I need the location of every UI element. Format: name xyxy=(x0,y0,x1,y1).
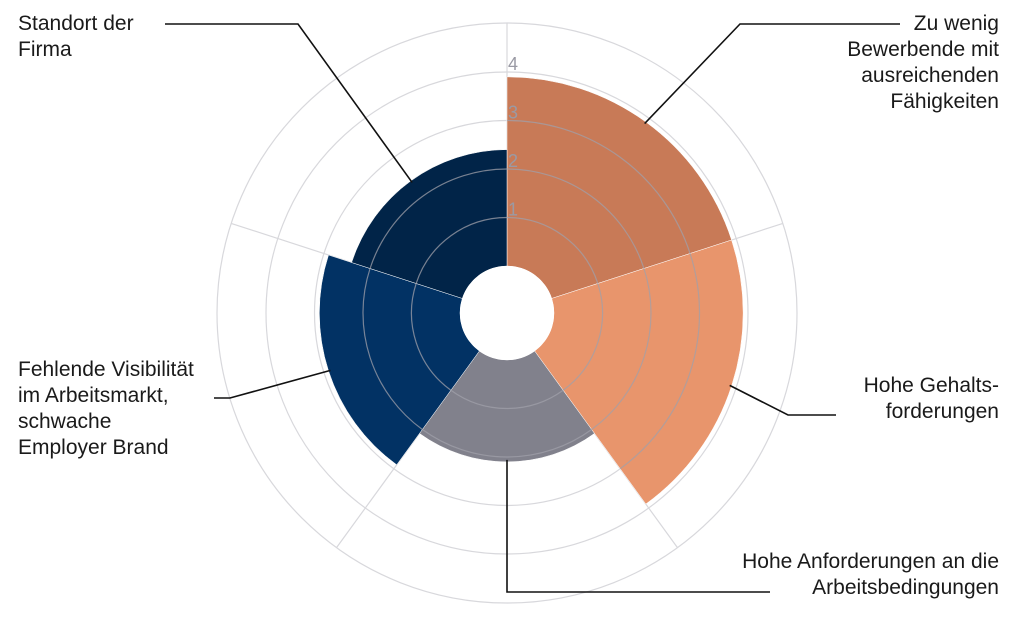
leader-line-4 xyxy=(214,369,331,399)
leader-line-1 xyxy=(644,23,900,125)
slice-grid-arc xyxy=(450,389,564,410)
category-label-zu-wenig-bewerbende: Zu wenig Bewerbende mit ausreichenden Fä… xyxy=(847,12,999,113)
tick-label-4: 4 xyxy=(508,54,518,74)
tick-label-3: 3 xyxy=(508,103,518,123)
leader-line-3 xyxy=(506,459,770,593)
slice-3 xyxy=(419,350,595,463)
slice-grid-arc xyxy=(591,268,652,430)
category-label-hohe-anforderungen: Hohe Anforderungen an die Arbeitsbedingu… xyxy=(742,550,999,599)
slice-grid-arc xyxy=(506,119,691,254)
category-label-fehlende-visibilitaet: Fehlende Visibilität im Arbeitsmarkt, sc… xyxy=(18,358,194,459)
slice-grid-arc xyxy=(506,168,645,269)
category-label-hohe-gehaltsforderungen: Hohe Gehalts- forderungen xyxy=(863,374,999,423)
slice-grid-arc xyxy=(506,216,599,284)
center-hole xyxy=(460,266,554,360)
slice-grid-arc xyxy=(369,168,508,269)
slice-layer xyxy=(319,76,744,505)
slice-grid-arc xyxy=(415,216,508,284)
slice-grid-arc xyxy=(619,253,701,470)
leader-line-2 xyxy=(729,384,836,416)
leader-line-5 xyxy=(165,23,413,183)
overlay-layer xyxy=(362,119,701,470)
slice-grid-arc xyxy=(410,283,452,391)
tick-label-1: 1 xyxy=(508,200,518,220)
slice-grid-arc xyxy=(562,283,604,391)
leader-layer xyxy=(165,23,900,593)
tick-layer: 1 2 3 4 xyxy=(508,54,518,220)
slice-grid-arc xyxy=(422,429,592,458)
category-label-standort-der-firma: Standort der Firma xyxy=(18,12,134,61)
tick-label-2: 2 xyxy=(508,151,518,171)
slice-grid-arc xyxy=(362,268,423,430)
